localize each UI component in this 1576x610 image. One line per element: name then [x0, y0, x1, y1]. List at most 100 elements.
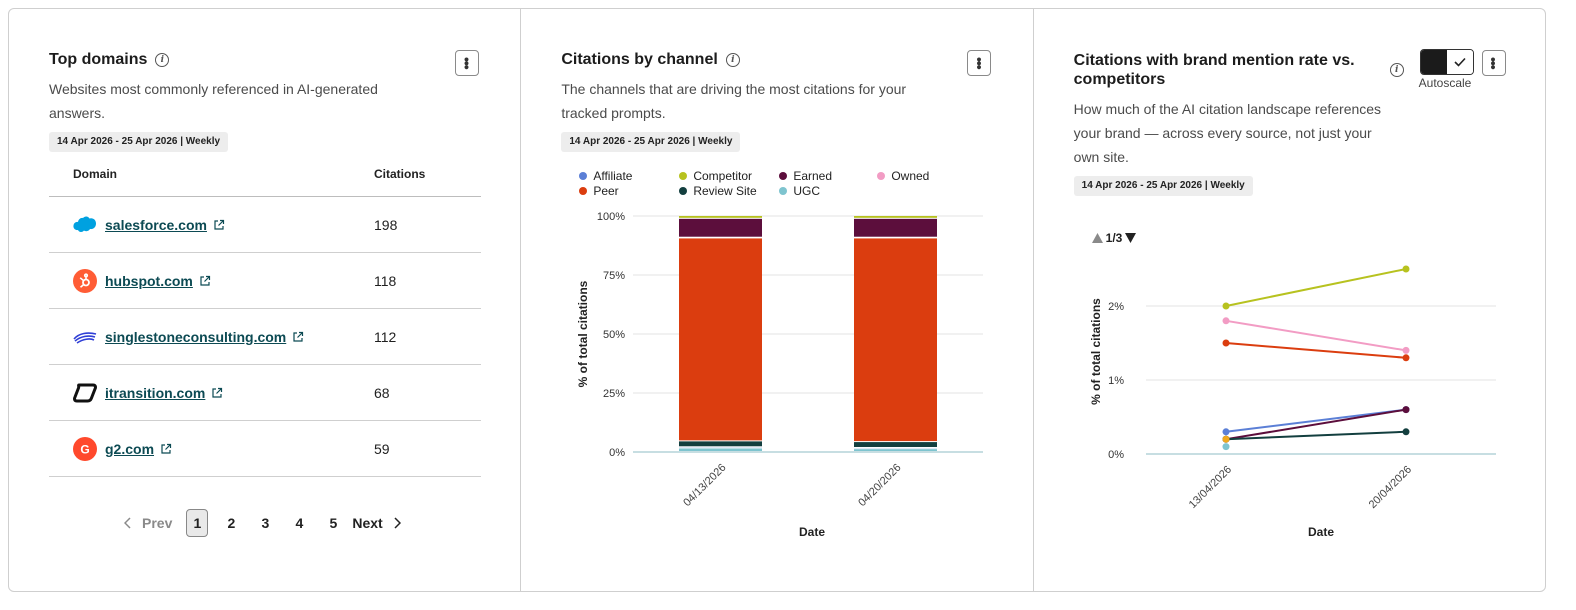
table-row: itransition.com 68	[49, 365, 481, 421]
prev-page-button[interactable]: Prev	[124, 515, 172, 531]
pagination: Prev 1 2 3 4 5 Next	[124, 509, 401, 537]
svg-text:G: G	[80, 442, 89, 456]
legend-label: Earned	[793, 169, 833, 183]
domain-link[interactable]: hubspot.com	[105, 272, 193, 289]
x-axis-label: Date	[799, 525, 825, 539]
legend-label: Competitor	[693, 169, 753, 183]
toggle-track	[1420, 50, 1447, 74]
hubspot-logo-icon	[73, 268, 97, 293]
bar-segment-peer	[679, 238, 763, 441]
domain-link[interactable]: salesforce.com	[105, 216, 207, 233]
table-row: singlestoneconsulting.com 112	[49, 309, 481, 365]
bar-segment-review-site	[679, 441, 763, 447]
legend-item-owned[interactable]: Owned	[877, 169, 929, 183]
kebab-icon: •••	[459, 57, 475, 69]
y-tick-label: 2%	[1108, 301, 1124, 313]
data-point-competitor	[1402, 265, 1410, 273]
y-axis-label: % of total citations	[1089, 298, 1103, 405]
table-header: Domain Citations	[49, 167, 481, 197]
page-1-button[interactable]: 1	[186, 509, 209, 537]
date-range-badge: 14 Apr 2026 - 25 Apr 2026 | Weekly	[49, 132, 229, 152]
brand-mention-title-line: Citations with brand mention rate vs.	[1073, 52, 1355, 69]
domain-cell: salesforce.com	[49, 197, 374, 252]
dashboard-frame: Top domains i ••• Websites most commonly…	[8, 8, 1546, 592]
description-line: your brand — across every source, not ju…	[1073, 125, 1372, 141]
legend-item-earned[interactable]: Earned	[779, 169, 832, 183]
legend-dot	[877, 172, 886, 180]
legend-item-affiliate[interactable]: Affiliate	[579, 169, 632, 183]
domain-link[interactable]: singlestoneconsulting.com	[105, 328, 287, 345]
external-link-icon	[293, 331, 304, 342]
domain-link[interactable]: g2.com	[105, 440, 155, 457]
legend-item-review-site[interactable]: Review Site	[679, 184, 757, 198]
y-tick-label: 75%	[603, 270, 625, 282]
legend-dot	[779, 187, 788, 195]
domain-cell: hubspot.com	[49, 253, 374, 308]
card-title: Citations with brand mention rate vs. co…	[1074, 51, 1355, 89]
description-line: Websites most commonly referenced in AI-…	[49, 81, 378, 97]
more-options-button[interactable]: •••	[455, 50, 479, 76]
toggle-knob	[1446, 50, 1473, 74]
bar-segment-ugc	[854, 449, 938, 451]
top-domains-card: Top domains i ••• Websites most commonly…	[9, 9, 520, 591]
domain-cell: G g2.com	[49, 421, 374, 476]
bar-segment-review-site	[854, 442, 938, 447]
triangle-down-icon[interactable]	[1125, 233, 1137, 243]
y-tick-label: 0%	[609, 447, 625, 459]
page-4-button[interactable]: 4	[295, 515, 304, 531]
y-tick-label: 25%	[603, 388, 625, 400]
itransition-logo-icon	[73, 381, 97, 405]
date-range-badge: 14 Apr 2026 - 25 Apr 2026 | Weekly	[1073, 176, 1253, 196]
info-icon[interactable]: i	[725, 53, 740, 67]
info-icon[interactable]: i	[1389, 63, 1404, 77]
data-point-peer	[1402, 354, 1410, 362]
chevron-left-icon	[124, 517, 131, 529]
legend-dot	[679, 172, 688, 180]
autoscale-label: Autoscale	[1418, 76, 1472, 90]
data-point-review-site	[1402, 428, 1410, 436]
legend-item-ugc[interactable]: UGC	[779, 184, 820, 198]
legend-item-competitor[interactable]: Competitor	[679, 169, 752, 183]
external-link-icon	[200, 275, 210, 286]
stacked-bar-chart: 0% 25% 50% 75% 100% % of total citations 04/13…	[576, 211, 984, 539]
bar-segment-peer	[854, 238, 938, 442]
external-link-icon	[161, 443, 172, 454]
y-axis-label: % of total citations	[576, 280, 590, 387]
legend-pager: 1/3	[1091, 231, 1137, 245]
bar-segment-competitor	[854, 216, 938, 218]
chevron-right-icon	[394, 517, 401, 529]
series-line-review-site	[1225, 430, 1406, 441]
page-3-button[interactable]: 3	[261, 515, 270, 531]
legend-label: Affiliate	[593, 169, 633, 183]
page-5-button[interactable]: 5	[329, 515, 338, 531]
date-range-badge: 14 Apr 2026 - 25 Apr 2026 | Weekly	[561, 132, 741, 152]
data-point-competitor	[1222, 302, 1230, 310]
citations-cell: 198	[374, 216, 398, 233]
x-tick-label: 20/04/2026	[1366, 464, 1413, 511]
legend-page-indicator: 1/3	[1105, 231, 1123, 245]
data-point-ugc	[1222, 443, 1230, 451]
citations-by-channel-title: Citations by channel	[561, 51, 718, 68]
next-page-button[interactable]: Next	[352, 515, 401, 531]
more-options-button[interactable]: •••	[967, 50, 992, 76]
x-axis-label: Date	[1308, 525, 1334, 539]
more-options-button[interactable]: •••	[1481, 50, 1506, 76]
external-link-icon	[212, 387, 223, 398]
legend-dot	[579, 172, 588, 180]
data-point-owned	[1402, 346, 1410, 354]
page-2-button[interactable]: 2	[227, 515, 236, 531]
autoscale-toggle[interactable]	[1419, 49, 1474, 75]
description-line: own site.	[1073, 149, 1129, 165]
column-header-citations: Citations	[374, 167, 426, 181]
info-icon[interactable]: i	[155, 53, 170, 67]
citations-cell: 68	[374, 384, 390, 401]
triangle-up-icon[interactable]	[1091, 233, 1103, 243]
domain-link[interactable]: itransition.com	[105, 384, 206, 401]
top-domains-title: Top domains	[49, 51, 148, 68]
legend-item-peer[interactable]: Peer	[579, 184, 619, 198]
external-link-icon	[214, 219, 225, 230]
description-line: How much of the AI citation landscape re…	[1073, 101, 1382, 117]
domain-cell: singlestoneconsulting.com	[49, 309, 374, 364]
data-point-affiliate	[1222, 428, 1230, 436]
y-tick-label: 1%	[1108, 375, 1124, 387]
